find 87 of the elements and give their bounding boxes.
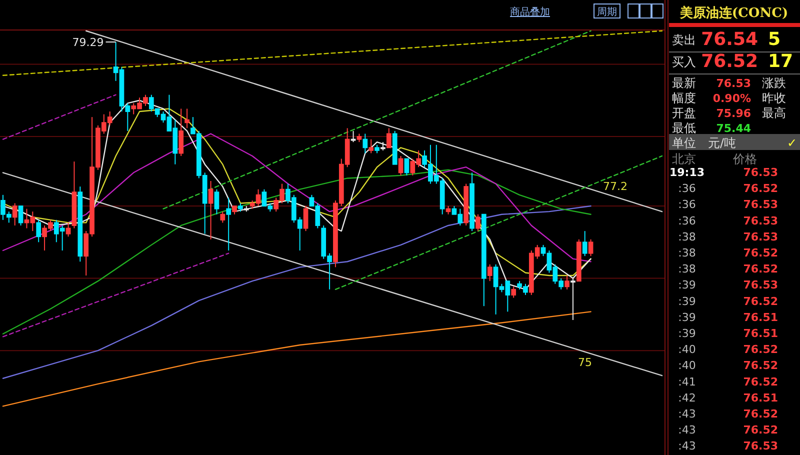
text: :42	[678, 391, 696, 404]
text: :38	[678, 230, 696, 244]
text: 价格	[732, 152, 757, 166]
text: 卖出	[672, 33, 696, 47]
text: 76.52	[743, 424, 778, 437]
text: 76.52	[701, 51, 758, 72]
candlestick	[487, 264, 492, 282]
text: 76.51	[743, 391, 778, 404]
candlestick	[208, 180, 214, 240]
text: 买入	[672, 55, 696, 69]
text: 75.44	[716, 122, 752, 135]
text: :36	[678, 214, 696, 228]
text: 76.53	[743, 230, 778, 244]
text: 76.52	[743, 375, 778, 388]
candlestick	[476, 214, 480, 232]
text: 周期	[597, 6, 617, 18]
candlestick	[404, 158, 410, 176]
text: :43	[678, 424, 696, 437]
text: ✓	[786, 136, 797, 150]
text: :39	[678, 294, 696, 308]
text: 76.52	[743, 246, 778, 260]
text: 76.54	[701, 29, 758, 50]
text: :39	[678, 278, 696, 292]
text: 75	[578, 356, 592, 369]
text: 75.96	[716, 107, 752, 120]
text: 19:13	[669, 166, 705, 179]
candlestick	[303, 206, 308, 232]
candlestick	[511, 286, 516, 298]
text: 美原油连(CONC)	[678, 5, 788, 21]
candlestick	[350, 130, 356, 143]
candlestick	[582, 230, 588, 257]
annotation: 77.2	[603, 180, 628, 193]
text: 元/吨	[708, 136, 736, 150]
text: :38	[678, 262, 696, 276]
text: :38	[678, 246, 696, 260]
candlestick	[66, 222, 71, 238]
text: 76.53	[743, 278, 778, 292]
annotation: 79.29	[72, 36, 104, 49]
text: 5	[768, 29, 781, 50]
candlestick	[18, 206, 24, 226]
text: 76.53	[743, 166, 778, 179]
candlestick	[12, 202, 18, 226]
text: 最高	[762, 106, 786, 120]
text: 最低	[672, 121, 696, 135]
text: 涨跌	[762, 76, 786, 90]
candlestick	[564, 275, 570, 290]
text: 76.53	[743, 440, 778, 453]
text: 开盘	[672, 106, 696, 120]
text: 北京	[672, 152, 696, 166]
text: :40	[678, 343, 696, 356]
candlestick	[184, 108, 190, 129]
candlestick	[214, 188, 220, 215]
text: :43	[678, 440, 696, 453]
text: 76.52	[743, 262, 778, 276]
text: 76.51	[743, 310, 778, 324]
candlestick	[178, 108, 184, 156]
text: 76.51	[743, 327, 778, 340]
text: 76.52	[743, 408, 778, 420]
text: 76.52	[743, 182, 778, 196]
text: 76.53	[743, 198, 778, 212]
text: 76.53	[716, 77, 751, 90]
text: 76.52	[743, 359, 778, 372]
candlestick	[386, 128, 392, 148]
text: :43	[678, 408, 696, 420]
candlestick	[36, 219, 42, 243]
text: :39	[678, 327, 696, 340]
text: :41	[678, 375, 696, 388]
candlestick	[588, 238, 594, 257]
text: 幅度	[672, 91, 696, 105]
text: 76.52	[743, 343, 778, 356]
text: :36	[678, 182, 696, 196]
text: :40	[678, 359, 696, 372]
text: 单位	[672, 136, 696, 150]
text: 76.53	[743, 214, 778, 228]
text: :36	[678, 198, 696, 212]
text: 商品叠加	[510, 6, 550, 18]
candlestick	[226, 197, 232, 251]
text: 17	[768, 51, 794, 72]
candlestick	[362, 133, 368, 154]
text: 76.52	[743, 294, 778, 308]
candlestick	[368, 138, 374, 154]
text: 昨收	[762, 91, 786, 105]
candlestick	[220, 211, 226, 224]
candlestick	[398, 155, 404, 176]
text: 0.90%	[712, 92, 751, 105]
text: :39	[678, 310, 696, 324]
text: 最新	[672, 76, 696, 90]
